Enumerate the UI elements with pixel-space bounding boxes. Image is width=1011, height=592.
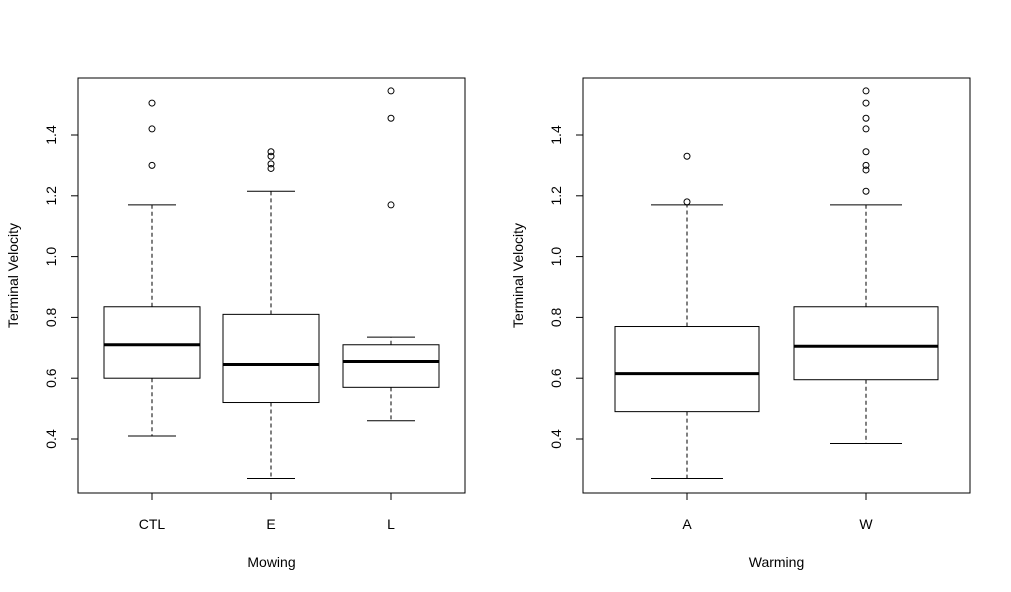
outlier-point bbox=[148, 99, 156, 107]
y-tick-label: 0.8 bbox=[43, 307, 59, 327]
outlier-point bbox=[267, 148, 275, 156]
outlier-point bbox=[267, 160, 275, 168]
outlier-point bbox=[387, 114, 395, 122]
panel-1: 0.4 0.6 0.8 1.0 1.2 1.4 CTL E L Mowing Terminal Ve… bbox=[5, 77, 466, 570]
x-tick-label: E bbox=[266, 516, 275, 532]
x-tick-label: L bbox=[387, 516, 395, 532]
y-tick-label: 1.0 bbox=[43, 247, 59, 267]
outlier-point bbox=[862, 99, 870, 107]
y-tick-label: 0.6 bbox=[43, 368, 59, 388]
y-tick-label: 1.4 bbox=[43, 125, 59, 145]
x-axis-title: Warming bbox=[749, 554, 805, 570]
plot-frame bbox=[582, 77, 971, 494]
y-tick-label: 1.4 bbox=[548, 125, 564, 145]
box-W bbox=[793, 87, 939, 445]
y-tick-label: 0.4 bbox=[548, 429, 564, 449]
outlier-point bbox=[683, 152, 691, 160]
y-tick-label: 1.2 bbox=[548, 186, 564, 206]
x-axis-title: Mowing bbox=[247, 554, 295, 570]
y-axis-title: Terminal Velocity bbox=[5, 223, 21, 328]
x-tick-label: W bbox=[859, 516, 873, 532]
outlier-point bbox=[148, 125, 156, 133]
y-tick-label: 1.0 bbox=[548, 247, 564, 267]
outlier-point bbox=[862, 148, 870, 156]
outlier-point bbox=[862, 166, 870, 174]
box-iqr bbox=[103, 306, 201, 379]
outlier-point bbox=[387, 201, 395, 209]
outlier-point bbox=[683, 198, 691, 206]
outlier-point bbox=[267, 152, 275, 160]
y-axis-title: Terminal Velocity bbox=[510, 223, 526, 328]
x-tick-label: A bbox=[682, 516, 692, 532]
box-iqr bbox=[614, 326, 760, 413]
box-iqr bbox=[793, 306, 939, 381]
box-CTL bbox=[103, 99, 201, 437]
y-tick-label: 0.8 bbox=[548, 307, 564, 327]
outlier-point bbox=[862, 125, 870, 133]
outlier-point bbox=[862, 187, 870, 195]
outlier-point bbox=[862, 87, 870, 95]
box-iqr bbox=[222, 313, 320, 404]
box-L bbox=[342, 87, 440, 422]
outlier-point bbox=[862, 114, 870, 122]
box-iqr bbox=[342, 344, 440, 388]
y-tick-label: 1.2 bbox=[43, 186, 59, 206]
box-A bbox=[614, 152, 760, 480]
outlier-point bbox=[387, 87, 395, 95]
outlier-point bbox=[267, 164, 275, 172]
y-tick-label: 0.4 bbox=[43, 429, 59, 449]
outlier-point bbox=[862, 161, 870, 169]
box-E bbox=[222, 148, 320, 480]
y-tick-label: 0.6 bbox=[548, 368, 564, 388]
x-tick-label: CTL bbox=[139, 516, 166, 532]
outlier-point bbox=[148, 161, 156, 169]
panel-2: 0.4 0.6 0.8 1.0 1.2 1.4 A W Warming Terminal Velo… bbox=[510, 77, 971, 570]
